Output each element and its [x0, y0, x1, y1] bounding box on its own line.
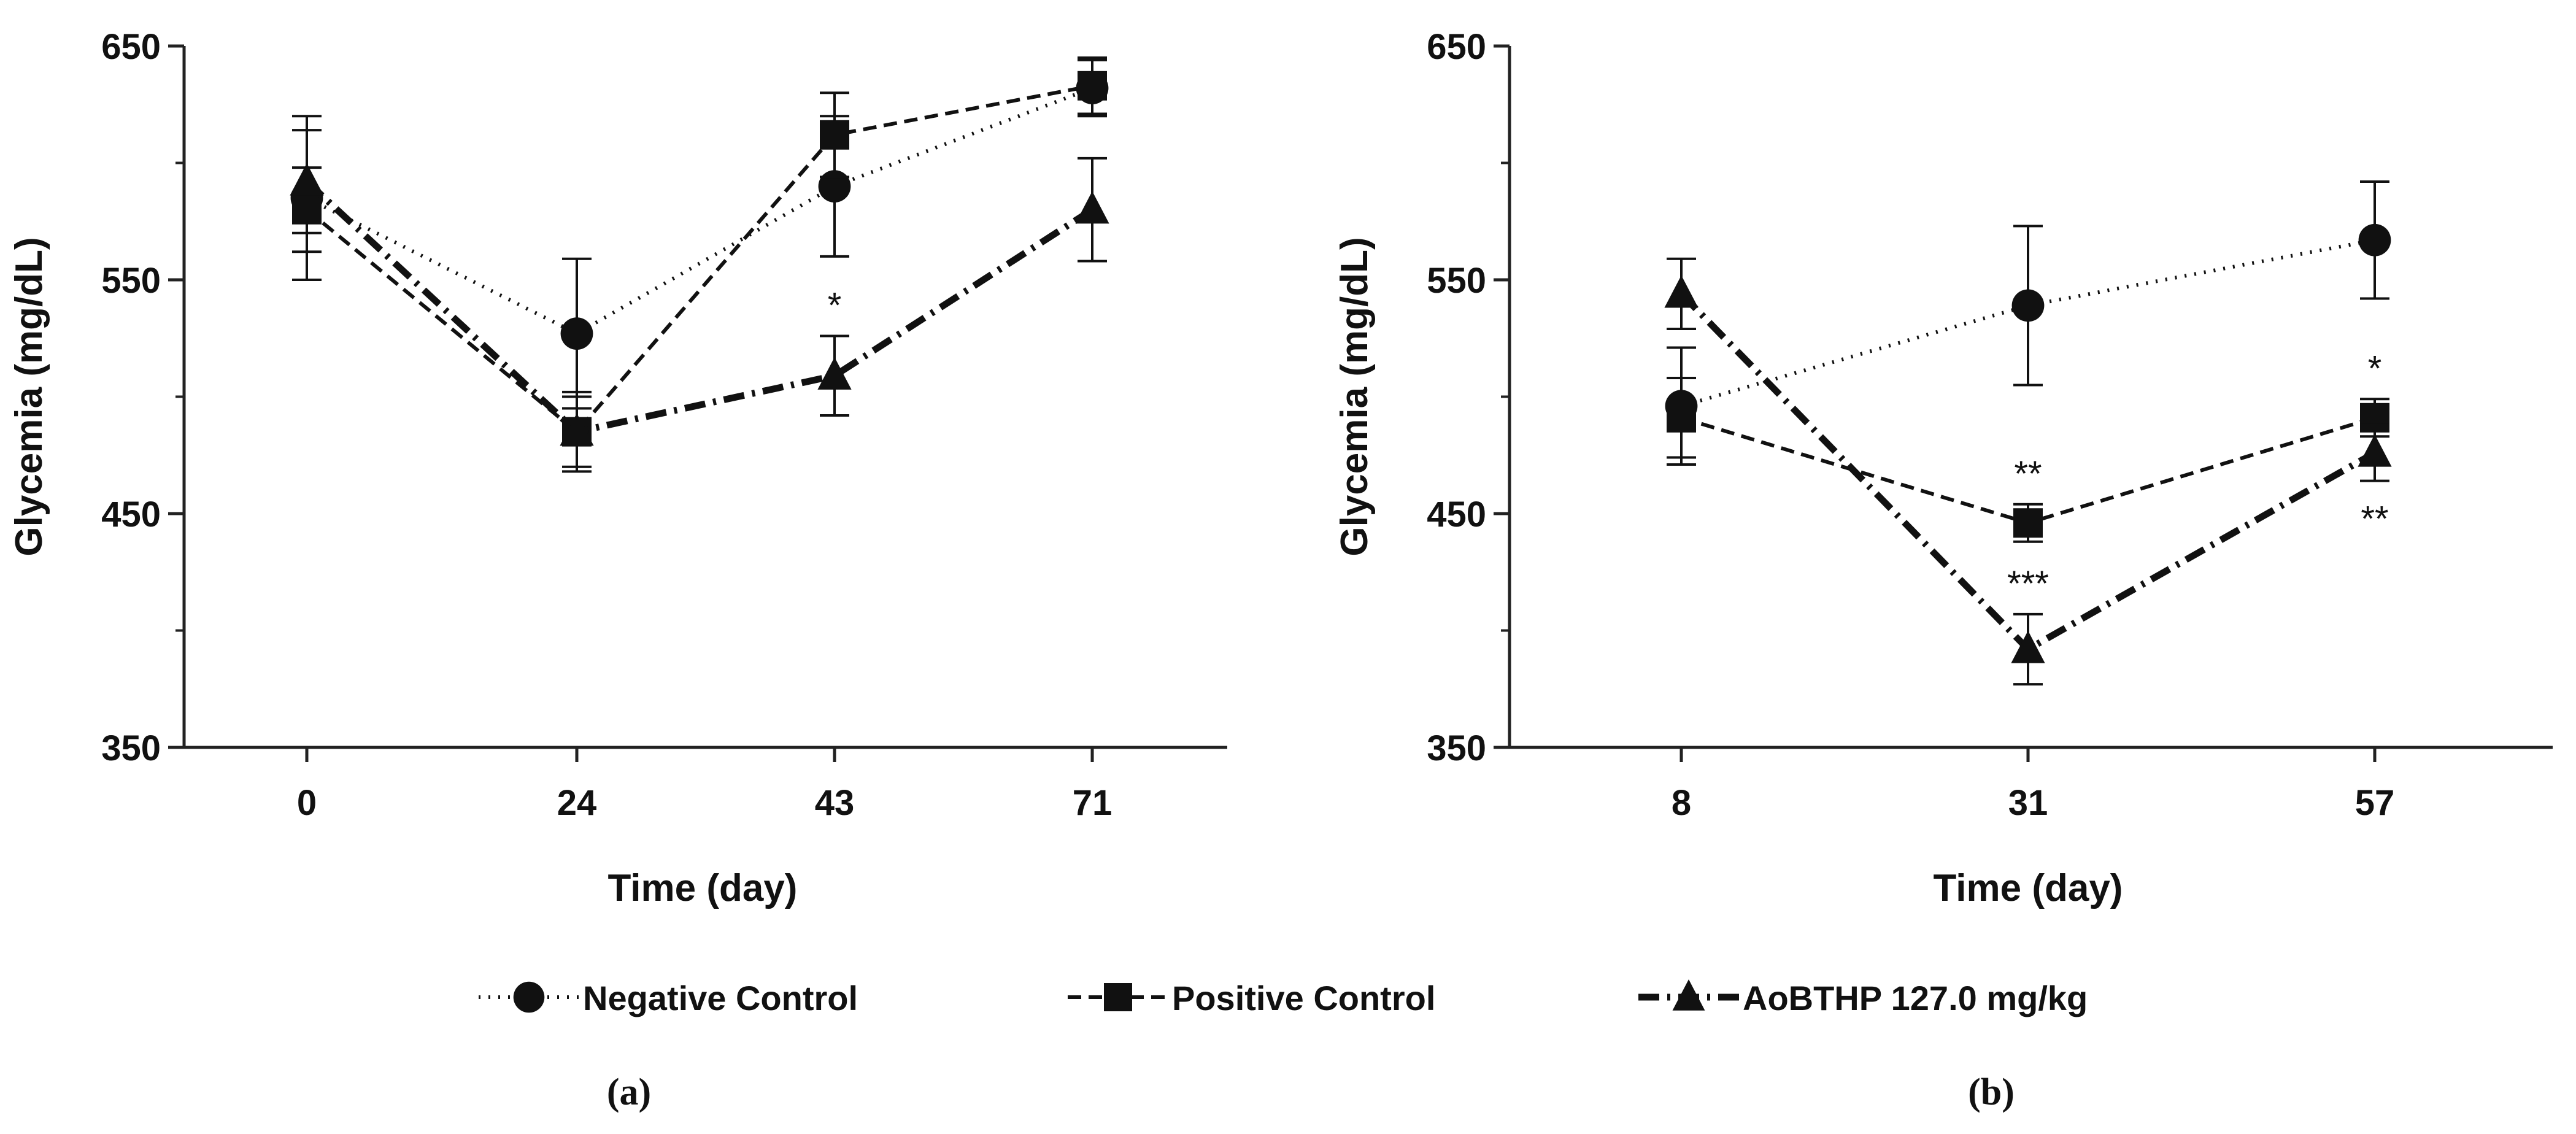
panel-a-chart: 350 450 550 650 0 24 43 71 Time (day) Glycemia (m…	[8, 27, 1227, 909]
panel-label-a: (a)	[607, 1071, 651, 1113]
legend-label: Negative Control	[583, 979, 858, 1017]
y-tick-label: 350	[101, 728, 161, 768]
data-point-square	[1078, 71, 1107, 101]
significance-marker: *	[2368, 349, 2382, 388]
y-tick-label: 450	[101, 495, 161, 534]
legend-label: Positive Control	[1172, 979, 1435, 1017]
legend-marker-circle	[513, 981, 545, 1013]
y-tick-label: 650	[101, 27, 161, 67]
data-point-circle	[2011, 289, 2045, 322]
y-tick-label: 650	[1427, 27, 1486, 67]
data-point-triangle	[560, 413, 594, 446]
significance-marker: **	[2014, 454, 2042, 494]
data-point-triangle	[817, 357, 852, 390]
data-point-triangle	[2358, 434, 2392, 467]
data-point-circle	[560, 317, 593, 350]
significance-marker: ***	[2007, 564, 2049, 604]
legend-marker-square	[1104, 983, 1132, 1011]
data-point-circle	[818, 170, 851, 202]
x-axis-title: Time (day)	[608, 867, 798, 909]
significance-marker: *	[828, 285, 842, 325]
data-point-square	[2013, 508, 2043, 538]
data-point-triangle	[1075, 191, 1109, 224]
data-point-triangle	[2011, 630, 2045, 663]
y-tick-label: 350	[1427, 728, 1486, 768]
y-tick-label: 450	[1427, 495, 1486, 534]
x-tick-label: 0	[297, 783, 317, 823]
x-tick-label: 57	[2355, 783, 2395, 823]
legend-marker-triangle	[1672, 979, 1705, 1011]
y-tick-label: 550	[1427, 261, 1486, 301]
data-point-triangle	[290, 163, 324, 196]
x-axis-title: Time (day)	[1934, 867, 2123, 909]
legend: Negative Control Positive Control AoBTHP 1…	[479, 979, 2088, 1017]
data-point-square	[820, 120, 849, 150]
x-tick-label: 71	[1073, 783, 1113, 823]
data-point-square	[1667, 403, 1696, 433]
x-tick-label: 24	[557, 783, 597, 823]
x-tick-label: 43	[815, 783, 855, 823]
y-tick-label: 550	[101, 261, 161, 301]
y-axis-title: Glycemia (mg/dL)	[1333, 237, 1376, 556]
significance-marker: **	[2361, 500, 2388, 539]
legend-label: AoBTHP 127.0 mg/kg	[1743, 979, 2088, 1017]
series-line-circle	[306, 86, 1093, 336]
y-axis-title: Glycemia (mg/dL)	[8, 237, 50, 556]
panel-b-chart: 350 450 550 650 8 31 57 Time (day) Glycemia (mg/…	[1333, 27, 2553, 909]
series-line-square	[306, 83, 1093, 434]
panel-label-b: (b)	[1968, 1071, 2015, 1113]
data-point-triangle	[1664, 275, 1699, 308]
data-point-circle	[2358, 223, 2391, 256]
x-tick-label: 8	[1672, 783, 1691, 823]
x-tick-label: 31	[2008, 783, 2048, 823]
